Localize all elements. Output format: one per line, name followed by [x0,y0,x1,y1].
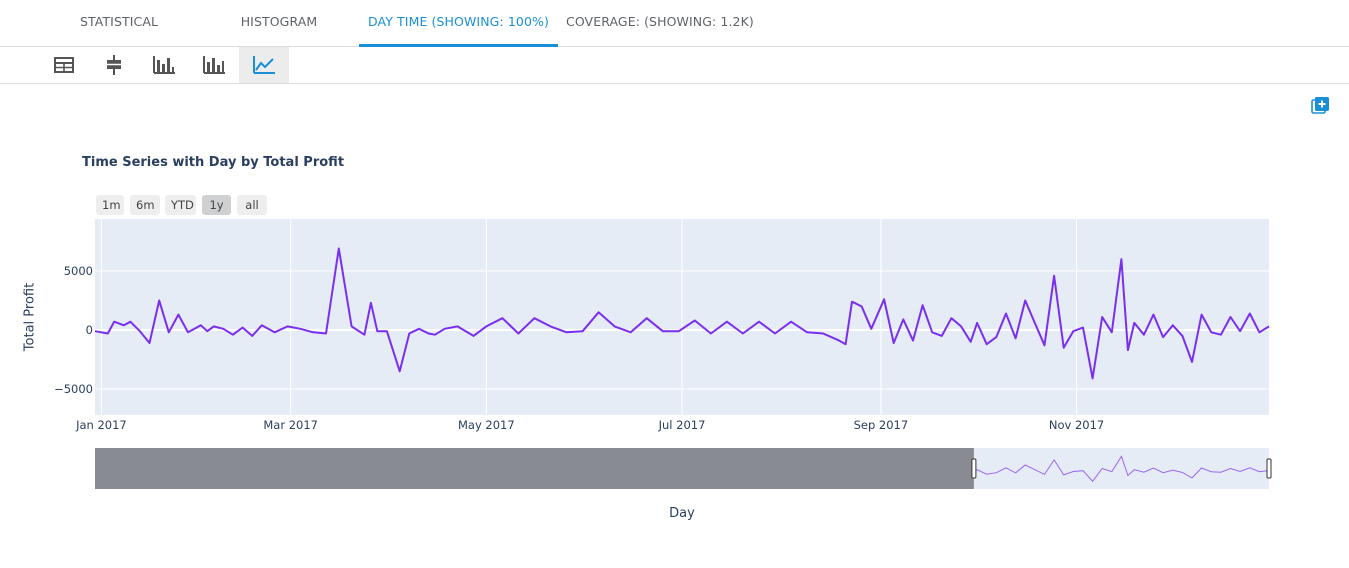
x-tick-label: Jul 2017 [658,418,706,432]
tab-day-time[interactable]: DAY TIME (SHOWING: 100%) [359,0,558,47]
line-chart-view-button[interactable] [239,47,289,83]
histogram-icon [153,56,175,74]
range-button-6m[interactable]: 6m [130,195,160,215]
x-tick-label: Nov 2017 [1049,418,1104,432]
tab-coverage[interactable]: COVERAGE: (SHOWING: 1.2K) [566,14,754,29]
tab-histogram[interactable]: HISTOGRAM [240,14,318,29]
chart-type-toolbar [0,47,1349,84]
chart-title: Time Series with Day by Total Profit [82,155,345,170]
histogram-view-button[interactable] [139,47,189,83]
x-tick-label: Sep 2017 [854,418,909,432]
profit-series-line [94,247,1270,380]
x-tick-label: Jan 2017 [75,418,127,432]
table-view-button[interactable] [39,47,89,83]
boxplot-icon [107,55,121,75]
bar-chart-icon [203,56,225,74]
y-tick-label: −5000 [54,382,93,396]
x-tick-label: Mar 2017 [263,418,318,432]
add-to-dashboard-icon[interactable] [1311,96,1330,115]
range-button-1y[interactable]: 1y [202,195,231,215]
range-slider-left-handle[interactable] [971,458,977,479]
range-button-1m[interactable]: 1m [96,195,124,215]
line-chart-icon [253,56,275,74]
tab-bar: STATISTICAL HISTOGRAM DAY TIME (SHOWING:… [0,0,1349,47]
y-tick-label: 0 [86,323,93,337]
range-button-ytd[interactable]: YTD [165,195,196,215]
range-slider-right-handle[interactable] [1266,458,1272,479]
table-icon [54,57,74,73]
range-button-all[interactable]: all [237,195,267,215]
y-tick-label: 5000 [64,264,93,278]
x-tick-label: May 2017 [458,418,515,432]
range-slider-mask [95,448,974,489]
x-axis-title: Day [669,506,695,521]
y-axis-title: Total Profit [22,282,38,352]
bar-chart-view-button[interactable] [189,47,239,83]
tab-statistical[interactable]: STATISTICAL [79,14,159,29]
boxplot-view-button[interactable] [89,47,139,83]
